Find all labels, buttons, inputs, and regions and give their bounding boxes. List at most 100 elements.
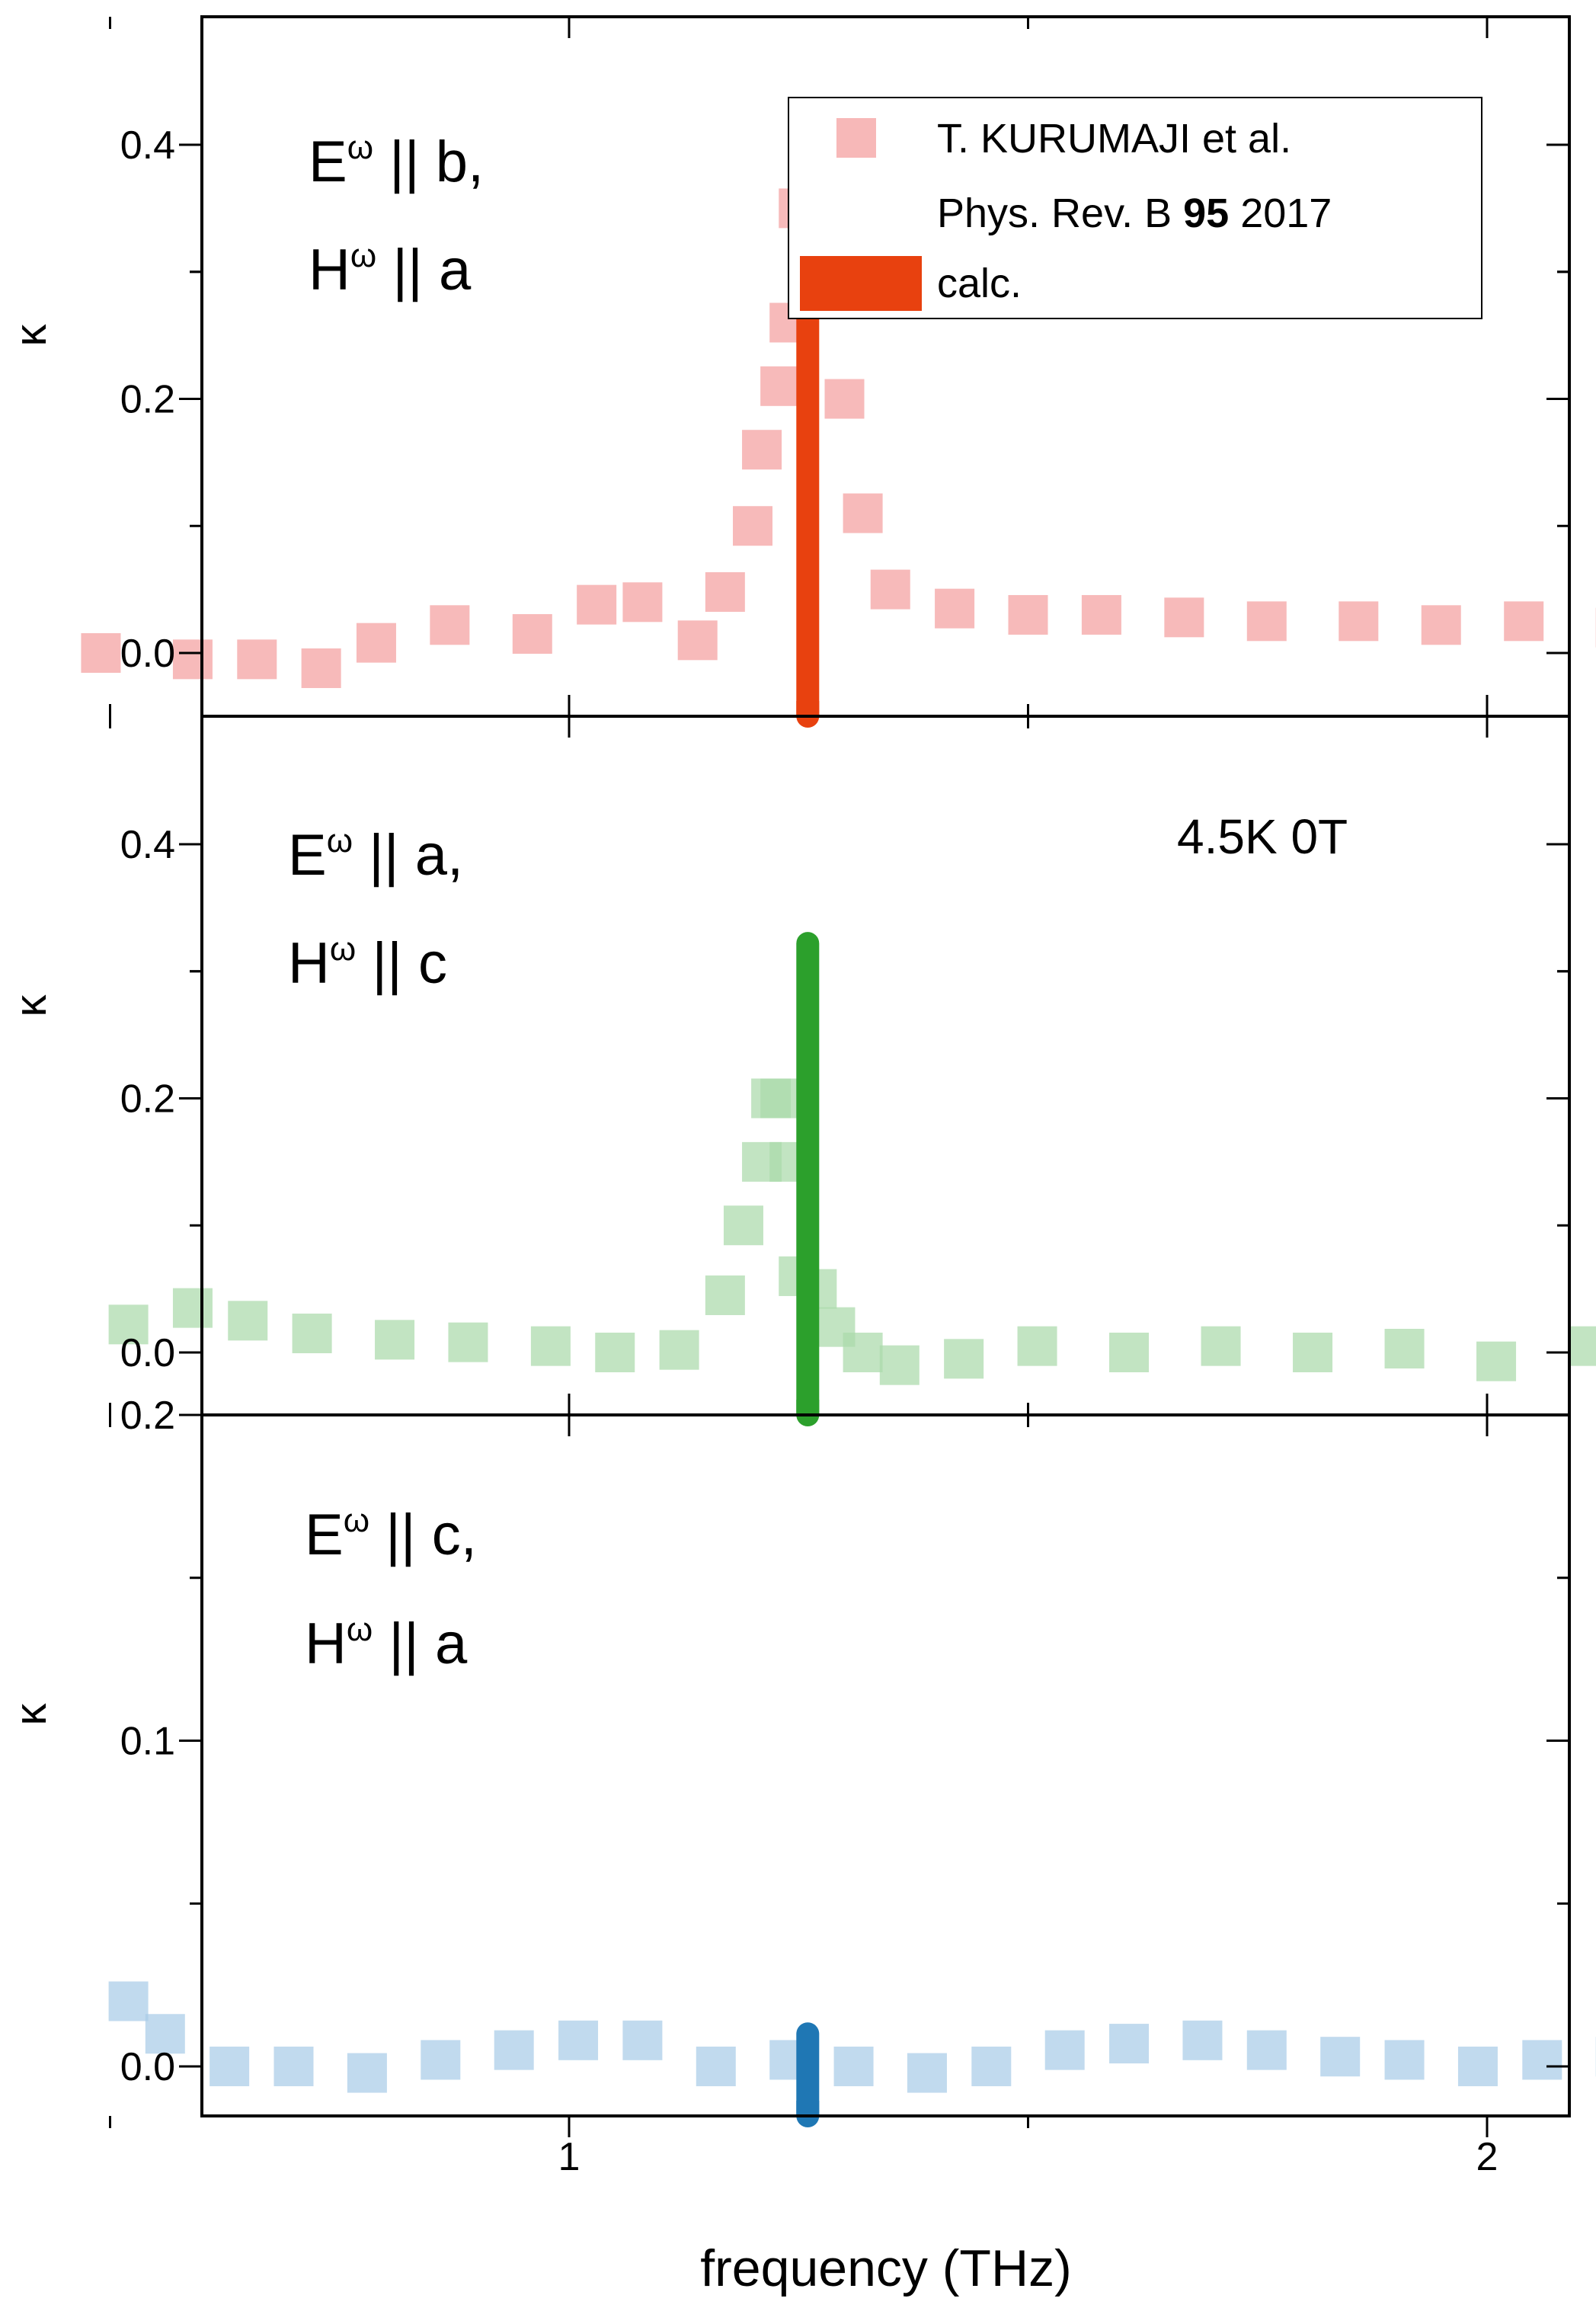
measured-point-bottom bbox=[907, 2053, 947, 2093]
polarization-middle-line2: Hω || c bbox=[288, 930, 447, 996]
measured-point-middle bbox=[595, 1333, 635, 1372]
measured-point-middle bbox=[172, 1288, 213, 1328]
measured-point-top bbox=[824, 379, 865, 419]
measured-point-middle bbox=[723, 1205, 763, 1246]
y-tick-label-bottom: 0.0 bbox=[120, 2045, 175, 2089]
measured-point-top bbox=[1421, 605, 1461, 645]
pol-top-1-base: E bbox=[309, 130, 347, 194]
measured-point-bottom bbox=[558, 2020, 599, 2060]
x-tick-label: 1 bbox=[558, 2135, 581, 2179]
measured-point-top bbox=[935, 588, 975, 629]
measured-point-bottom bbox=[421, 2040, 461, 2080]
measured-point-middle bbox=[659, 1330, 699, 1370]
pol-mid-2-sup: ω bbox=[330, 930, 356, 968]
y-tick-label-bottom: 0.1 bbox=[120, 1720, 175, 1764]
measured-point-middle bbox=[944, 1339, 984, 1379]
panel-frame-bottom bbox=[200, 1413, 1571, 2117]
pol-bot-1-rest: || c, bbox=[369, 1503, 477, 1567]
measured-point-bottom bbox=[494, 2030, 534, 2070]
pol-mid-1-base: E bbox=[288, 823, 327, 888]
measured-point-bottom bbox=[209, 2047, 250, 2086]
legend-ref-volume: 95 bbox=[1183, 190, 1229, 236]
legend-calc-label: calc. bbox=[937, 261, 1022, 306]
measured-point-bottom bbox=[347, 2053, 387, 2093]
pol-mid-1-rest: || a, bbox=[353, 823, 463, 888]
measured-point-top bbox=[1246, 601, 1287, 642]
polarization-bottom-line1: Eω || c, bbox=[305, 1502, 477, 1567]
measured-point-top bbox=[742, 430, 782, 470]
calc-bar-base-bottom bbox=[796, 2101, 820, 2116]
measured-point-bottom bbox=[108, 1981, 149, 2021]
polarization-bottom-line2: Hω || a bbox=[305, 1611, 468, 1676]
pol-top-2-rest: || a bbox=[376, 238, 472, 302]
measured-point-bottom bbox=[1457, 2047, 1498, 2086]
measured-point-top bbox=[843, 493, 883, 533]
legend-ref-prefix: Phys. Rev. B bbox=[937, 190, 1183, 236]
measured-point-bottom bbox=[696, 2047, 736, 2086]
measured-point-middle bbox=[448, 1322, 488, 1362]
pol-top-2-base: H bbox=[309, 238, 350, 302]
pol-top-1-rest: || b, bbox=[373, 130, 484, 194]
measured-point-bottom bbox=[145, 2014, 185, 2054]
ylabel-top: κ bbox=[6, 324, 56, 347]
measured-point-middle bbox=[1017, 1326, 1057, 1366]
measured-point-middle bbox=[1109, 1333, 1150, 1372]
measured-point-top bbox=[1504, 601, 1544, 642]
measured-point-top bbox=[237, 639, 277, 680]
legend-measured-line2: Phys. Rev. B 95 2017 bbox=[937, 190, 1332, 236]
measured-point-top bbox=[172, 639, 213, 680]
measured-point-top bbox=[1164, 597, 1204, 638]
measured-point-middle bbox=[1476, 1341, 1517, 1381]
legend-marker-measured bbox=[836, 118, 876, 158]
legend-marker-calc bbox=[800, 256, 922, 311]
pol-bot-1-sup: ω bbox=[344, 1502, 369, 1539]
measured-point-top bbox=[705, 571, 745, 612]
ylabel-bottom: κ bbox=[6, 1703, 56, 1726]
measured-point-middle bbox=[375, 1320, 415, 1360]
measured-point-top bbox=[81, 633, 121, 673]
x-tick-label: 2 bbox=[1476, 2135, 1498, 2179]
polarization-top-line1: Eω || b, bbox=[309, 129, 484, 194]
y-tick-label-top: 0.0 bbox=[120, 632, 175, 676]
measured-point-middle bbox=[879, 1345, 920, 1385]
panel-frames: 0.00.20.40.00.20.40.00.10.2123 bbox=[109, 15, 1571, 2179]
measured-point-bottom bbox=[622, 2020, 663, 2060]
chart-marks bbox=[81, 112, 1596, 2127]
polarization-top-line2: Hω || a bbox=[309, 237, 472, 302]
measured-point-bottom bbox=[1246, 2030, 1287, 2070]
measured-point-bottom bbox=[273, 2047, 314, 2086]
y-tick-label-middle: 0.4 bbox=[120, 823, 175, 867]
measured-point-bottom bbox=[1182, 2020, 1223, 2060]
measured-point-top bbox=[577, 584, 617, 625]
measured-point-top bbox=[760, 366, 801, 406]
measured-point-bottom bbox=[1320, 2037, 1361, 2077]
measured-point-top bbox=[1008, 594, 1048, 635]
measured-point-top bbox=[677, 620, 718, 661]
measured-point-middle bbox=[1384, 1328, 1425, 1368]
measured-point-top bbox=[430, 605, 470, 645]
measured-point-top bbox=[512, 613, 552, 654]
y-tick-label-top: 0.2 bbox=[120, 378, 175, 422]
measured-point-top bbox=[733, 506, 772, 546]
measured-point-middle bbox=[705, 1275, 745, 1315]
calc-bar-base-middle bbox=[796, 1400, 820, 1415]
pol-bot-2-sup: ω bbox=[347, 1611, 373, 1648]
ylabel-middle: κ bbox=[6, 994, 56, 1017]
measured-point-bottom bbox=[833, 2047, 874, 2086]
measured-point-top bbox=[622, 582, 663, 623]
measured-point-bottom bbox=[1384, 2040, 1425, 2080]
pol-bot-2-base: H bbox=[305, 1612, 347, 1676]
measured-point-middle bbox=[108, 1304, 149, 1345]
measured-point-top bbox=[1339, 601, 1379, 642]
measured-point-bottom bbox=[1044, 2030, 1085, 2070]
polarization-middle-line1: Eω || a, bbox=[288, 822, 463, 888]
pol-mid-2-rest: || c bbox=[356, 931, 447, 996]
measured-point-middle bbox=[228, 1301, 268, 1341]
measured-point-top bbox=[356, 623, 396, 663]
x-axis-title: frequency (THz) bbox=[700, 2239, 1071, 2297]
measured-point-bottom bbox=[971, 2047, 1012, 2086]
y-tick-label-top: 0.4 bbox=[120, 123, 175, 168]
pol-top-2-sup: ω bbox=[350, 237, 376, 274]
measured-point-middle bbox=[843, 1333, 883, 1372]
